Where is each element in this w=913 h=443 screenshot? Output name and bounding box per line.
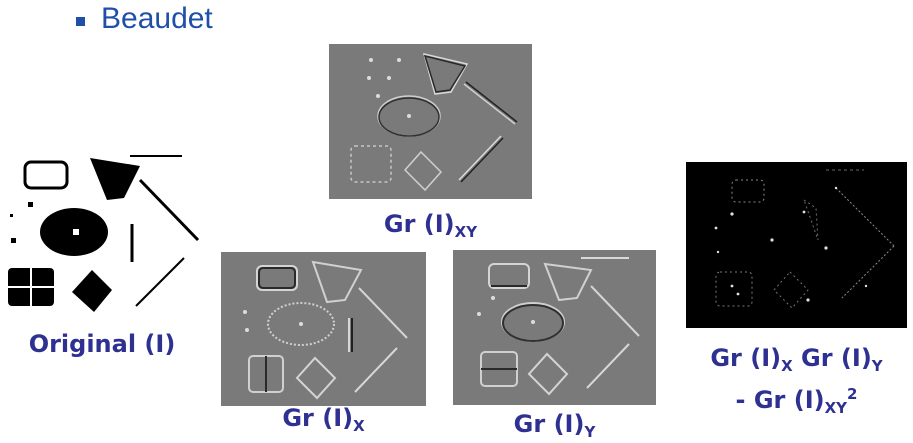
- caption-original: Original (I): [28, 330, 176, 358]
- caption-gradient-xy-sub: XY: [454, 223, 478, 241]
- bullet-text: Beaudet: [101, 2, 213, 35]
- gradient-xy-image: [329, 44, 532, 199]
- gradient-y-image: [453, 250, 656, 405]
- bullet-item: Beaudet: [76, 2, 213, 36]
- caption-result-part2: Gr (I): [792, 344, 872, 372]
- caption-result-sup: 2: [847, 385, 858, 403]
- caption-gradient-x: Gr (I)X: [221, 404, 426, 435]
- caption-result-sub3: XY: [824, 399, 848, 417]
- caption-result: Gr (I)X Gr (I)Y - Gr (I)XY2: [686, 344, 907, 422]
- caption-gradient-y-main: Gr (I): [513, 410, 585, 438]
- original-image: [2, 150, 202, 315]
- caption-result-part1: Gr (I): [710, 344, 782, 372]
- caption-result-sub2: Y: [871, 357, 883, 375]
- beaudet-result-image: [686, 162, 907, 328]
- gradient-x-image: [221, 252, 426, 406]
- caption-gradient-y: Gr (I)Y: [453, 410, 656, 441]
- caption-gradient-x-main: Gr (I): [282, 404, 354, 432]
- square-bullet-icon: [76, 16, 85, 26]
- caption-gradient-xy: Gr (I)XY: [329, 210, 532, 241]
- caption-result-sub1: X: [781, 357, 793, 375]
- caption-result-line2: - Gr (I)XY2: [686, 380, 907, 422]
- caption-gradient-xy-main: Gr (I): [383, 210, 455, 238]
- caption-result-line1: Gr (I)X Gr (I)Y: [686, 344, 907, 380]
- caption-result-part3: - Gr (I): [735, 386, 825, 414]
- caption-gradient-y-sub: Y: [584, 423, 596, 441]
- caption-gradient-x-sub: X: [353, 417, 365, 435]
